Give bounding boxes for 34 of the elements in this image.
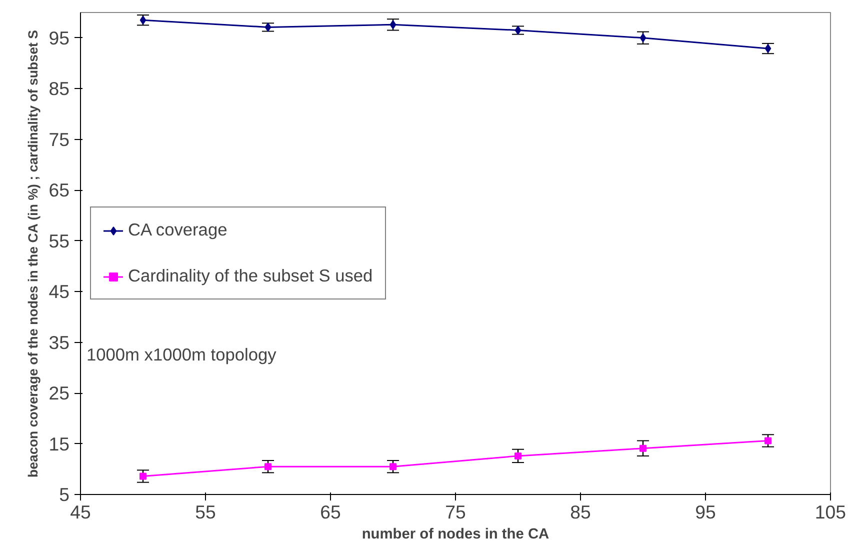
x-tick-label: 65 (320, 502, 341, 522)
x-tick-label: 95 (695, 502, 716, 522)
y-tick-label: 35 (48, 332, 70, 353)
legend-label: Cardinality of the subset S used (128, 266, 373, 286)
x-tick-label: 45 (70, 502, 91, 522)
y-tick-label: 85 (48, 78, 70, 100)
point (640, 444, 646, 452)
x-tick-label: 105 (814, 502, 846, 522)
y-tick-label: 15 (48, 433, 70, 454)
y-tick-label: 65 (48, 180, 70, 201)
point (140, 472, 146, 480)
y-tick-label: 75 (48, 128, 70, 150)
point (390, 20, 396, 30)
point (264, 463, 272, 470)
point (264, 22, 272, 32)
point (764, 44, 772, 54)
y-tick-label: 55 (48, 230, 70, 252)
x-tick-label: 75 (445, 502, 466, 522)
y-tick-label: 95 (48, 27, 70, 48)
x-tick-label: 55 (195, 502, 216, 522)
point (390, 463, 396, 470)
y-tick-label: 5 (59, 484, 70, 505)
y-tick-label: 25 (48, 382, 70, 404)
point (514, 26, 522, 35)
y-tick-label: 45 (48, 281, 70, 302)
x-axis-title: number of nodes in the CA (362, 526, 550, 542)
x-tick-label: 85 (570, 502, 591, 522)
annotation: 1000m x1000m topology (86, 344, 277, 364)
point (764, 437, 772, 444)
legend-label: CA coverage (128, 220, 228, 240)
y-axis-title: beacon coverage of the nodes in the CA (in %) ; cardinality of subset S (26, 30, 41, 478)
point (514, 452, 522, 460)
point (140, 16, 146, 25)
point (640, 33, 646, 42)
